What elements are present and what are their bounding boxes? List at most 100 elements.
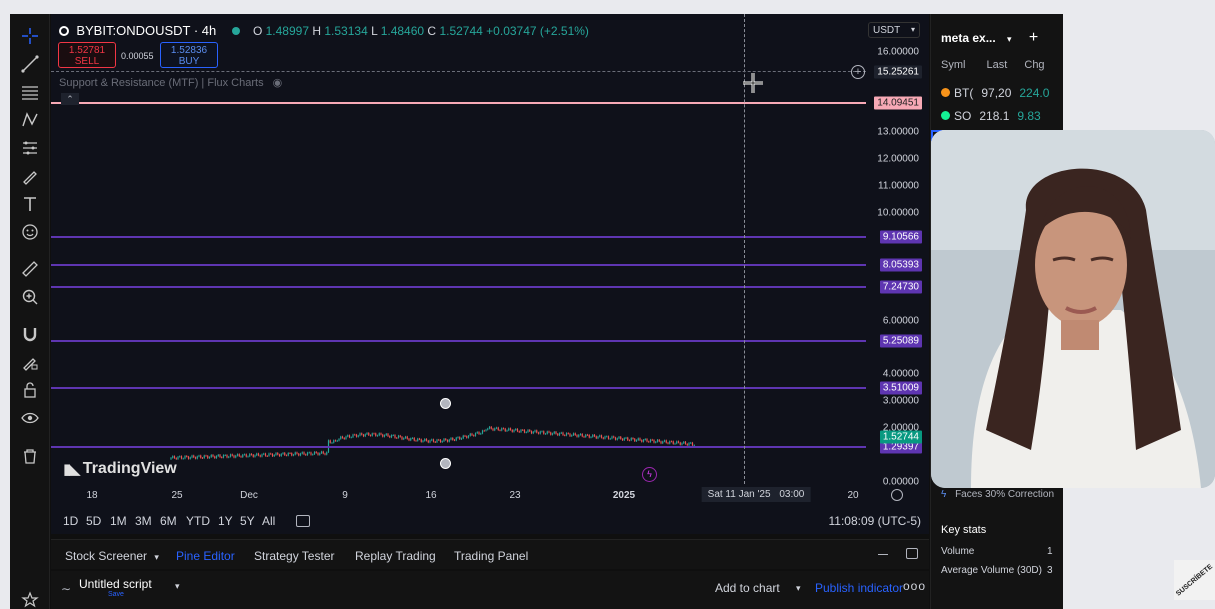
magnet-icon[interactable] [18,322,42,346]
symbol-title[interactable]: BYBIT:ONDOUSDT · 4h [76,23,217,38]
subscribe-badge[interactable]: SUSCRÍBETE [1174,560,1215,600]
chevron-down-icon[interactable]: ▾ [175,581,180,591]
level-price-label[interactable]: 8.05393 [879,258,922,272]
fib-lines-icon[interactable] [18,80,42,104]
timeframe-button[interactable]: 1D [63,514,79,528]
indicator-legend[interactable]: Support & Resistance (MTF) | Flux Charts… [59,76,282,89]
level-price-label[interactable]: 9.10566 [879,230,922,244]
trash-icon[interactable] [18,444,42,468]
alert-marker-icon[interactable] [440,398,451,409]
level-line[interactable] [51,339,866,342]
star-icon[interactable] [18,588,42,609]
news-headline[interactable]: ϟ Faces 30% Correction [941,489,1054,500]
add-symbol-icon[interactable]: + [1028,29,1039,46]
candle-body [557,433,559,436]
chevron-down-icon[interactable]: ▾ [796,583,801,593]
timeframe-button[interactable]: All [262,514,276,528]
settings-gear-icon[interactable] [891,489,903,501]
level-line[interactable] [51,446,866,449]
level-price-label[interactable]: 3.51009 [879,381,922,395]
candle-body [513,430,515,432]
timeframe-button[interactable]: YTD [186,514,210,528]
projection-icon[interactable] [18,136,42,160]
price-axis[interactable]: USDT ▾ 16.00000 13.00000 12.00000 11.00000 1… [866,14,929,488]
watchlist-row[interactable]: SO 218.1 9.83 [941,109,1041,123]
buy-button[interactable]: 1.52836 BUY [160,42,218,68]
watchlist-header: Syml Last Chg [941,59,1045,71]
eye-icon[interactable] [18,406,42,430]
level-line[interactable] [51,286,866,289]
timeframe-button[interactable]: 1M [110,514,127,528]
candle-body [233,455,235,458]
emoji-icon[interactable] [18,220,42,244]
price-tick: 6.00000 [882,315,919,327]
candle-body [348,435,351,438]
timeframe-button[interactable]: 5D [86,514,102,528]
timeframe-button[interactable]: 5Y [240,514,255,528]
avg-volume-value: 3 [1047,565,1053,576]
candle-body [229,454,232,457]
candle-body [180,456,183,459]
pattern-icon[interactable] [18,108,42,132]
candle-body [595,436,597,439]
watchlist-title[interactable]: meta ex... ▾ + [941,29,1038,47]
publish-indicator-button[interactable]: Publish indicator [815,581,904,595]
collapse-legend-icon[interactable]: ⌃ [61,93,79,105]
level-line[interactable] [51,264,866,267]
ruler-icon[interactable] [18,257,42,281]
lightning-event-icon[interactable]: ϟ [642,467,657,482]
candle-body [511,429,513,432]
candle-body [170,457,172,460]
text-icon[interactable] [18,192,42,216]
level-line[interactable] [51,101,866,104]
candle-body [586,434,589,436]
add-alert-icon[interactable]: + [851,65,865,79]
hide-eye-icon[interactable]: ◉ [272,77,283,89]
add-to-chart-button[interactable]: Add to chart [715,581,780,595]
tab-pine-editor[interactable]: Pine Editor [176,549,235,563]
tab-strategy-tester[interactable]: Strategy Tester [254,549,335,563]
script-name[interactable]: Untitled script [79,577,152,591]
level-price-label[interactable]: 14.09451 [874,96,922,110]
tab-trading-panel[interactable]: Trading Panel [454,549,529,563]
currency-label: USDT [873,25,901,36]
trend-line-icon[interactable] [18,52,42,76]
timeframe-button[interactable]: 1Y [218,514,233,528]
candle-body [590,436,592,438]
watchlist-row[interactable]: BT(97,20 224.0 [941,86,1049,100]
candle-body [334,440,337,442]
candle-body [361,433,363,435]
candle-body [224,455,226,457]
tab-replay-trading[interactable]: Replay Trading [355,549,436,563]
level-line[interactable] [51,236,866,239]
lock-drawing-icon[interactable] [18,350,42,374]
maximize-panel-icon[interactable] [906,548,918,559]
level-line[interactable] [51,386,866,389]
timeframe-button[interactable]: 3M [135,514,152,528]
tab-stock-screener[interactable]: Stock Screener ▾ [65,549,159,563]
brush-icon[interactable] [18,164,42,188]
candle-body [207,455,209,459]
chart-area[interactable]: + BYBIT:ONDOUSDT · 4h O 1.48997 H 1.5313… [51,14,929,534]
candle-body [546,431,548,434]
level-price-label[interactable]: 1.29397 [879,440,922,454]
level-price-label[interactable]: 7.24730 [879,280,922,294]
timeframe-button[interactable]: 6M [160,514,177,528]
date-range-icon[interactable] [296,515,310,527]
price-plot[interactable]: + BYBIT:ONDOUSDT · 4h O 1.48997 H 1.5313… [51,14,866,484]
utc-clock[interactable]: 11:08:09 (UTC-5) [828,514,921,528]
candle-body [579,433,582,435]
sell-button[interactable]: 1.52781 SELL [58,42,116,68]
crosshair-icon[interactable] [18,24,42,48]
candle-body [390,435,393,438]
candle-body [259,455,261,457]
level-price-label[interactable]: 5.25089 [879,334,922,348]
minimize-panel-icon[interactable] [878,554,888,555]
more-options-icon[interactable]: ooo [903,579,927,593]
time-axis[interactable]: 18 25 Dec 9 16 23 2025 20 Sat 11 Jan '25 03:00 [51,484,929,506]
zoom-icon[interactable] [18,285,42,309]
alert-marker-icon[interactable] [440,458,451,469]
lock-icon[interactable] [18,378,42,402]
candle-body [354,434,356,436]
currency-select[interactable]: USDT ▾ [868,22,920,38]
